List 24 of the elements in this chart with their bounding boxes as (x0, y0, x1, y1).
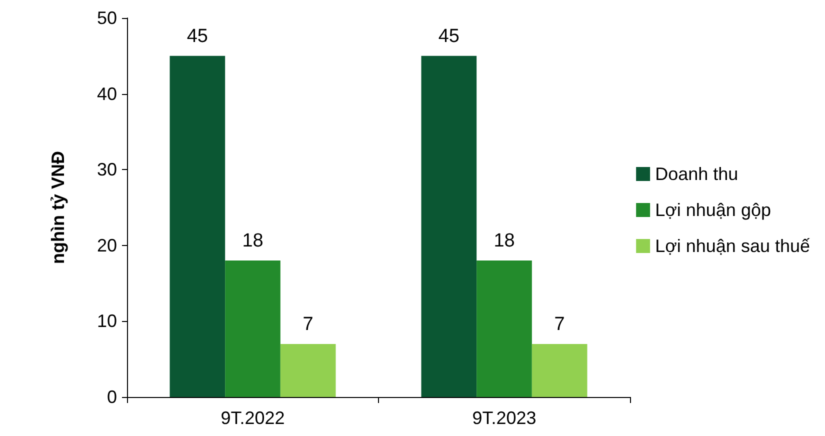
y-tick-label: 20 (96, 235, 117, 256)
x-tick-label: 9T.2023 (472, 408, 536, 428)
bar (476, 260, 532, 397)
y-tick-label: 0 (106, 387, 117, 407)
legend-label: Lợi nhuận sau thuế (655, 236, 810, 256)
y-tick-label: 50 (96, 8, 117, 28)
bar (421, 56, 477, 397)
data-label: 18 (242, 230, 264, 252)
y-tick-label: 10 (96, 311, 117, 332)
data-label: 18 (494, 230, 515, 252)
bar (225, 260, 280, 397)
data-label: 45 (186, 26, 208, 47)
x-tick-label: 9T.2022 (220, 408, 285, 428)
bar (170, 56, 226, 397)
legend-label: Lợi nhuận gộp (655, 200, 771, 220)
bar (532, 344, 588, 397)
bar (280, 344, 336, 397)
legend-label: Doanh thu (655, 164, 738, 184)
data-label: 7 (302, 314, 314, 335)
data-label: 45 (438, 26, 460, 47)
y-tick-label: 40 (96, 84, 117, 104)
y-axis-title: nghìn tỷ VNĐ (48, 151, 68, 264)
y-tick-label: 30 (96, 160, 117, 180)
data-label: 7 (554, 314, 565, 335)
